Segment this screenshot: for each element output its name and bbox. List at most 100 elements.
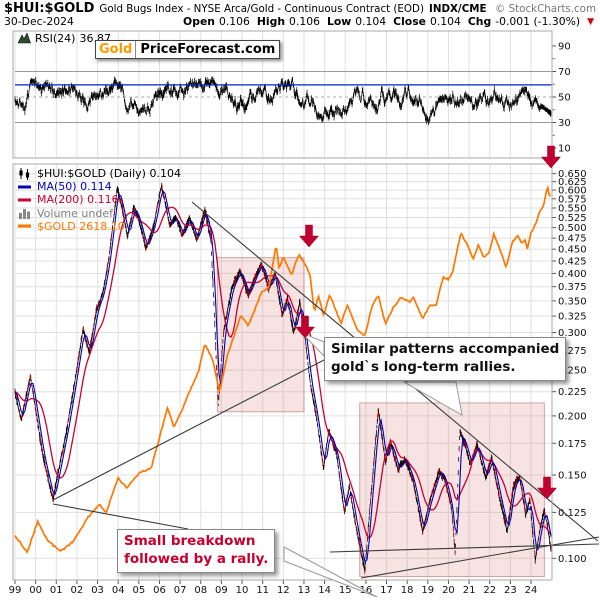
svg-text:0.400: 0.400 bbox=[558, 269, 587, 280]
svg-text:0.425: 0.425 bbox=[558, 257, 587, 268]
legend-item-ma50: MA(50) 0.114 bbox=[18, 180, 181, 193]
svg-text:10: 10 bbox=[236, 585, 249, 596]
quote-value: -0.001 (-1.30%) bbox=[495, 15, 581, 28]
svg-text:50: 50 bbox=[558, 93, 571, 104]
main-chart-legend: $HUI:$GOLD (Daily) 0.104 MA(50) 0.114 MA(2… bbox=[18, 167, 181, 233]
svg-text:0.525: 0.525 bbox=[558, 213, 587, 224]
svg-text:99: 99 bbox=[9, 585, 22, 596]
svg-text:0.550: 0.550 bbox=[558, 204, 587, 215]
svg-text:08: 08 bbox=[194, 585, 207, 596]
svg-text:0.650: 0.650 bbox=[558, 169, 587, 180]
red-down-arrow-icon bbox=[536, 476, 558, 500]
svg-text:12: 12 bbox=[277, 585, 290, 596]
quote-value: 0.104 bbox=[429, 15, 461, 28]
legend-item-ma200: MA(200) 0.116 bbox=[18, 193, 181, 206]
svg-text:19: 19 bbox=[421, 585, 434, 596]
quote-date: 30-Dec-2024 bbox=[4, 15, 74, 28]
svg-text:22: 22 bbox=[483, 585, 496, 596]
volume-bars-icon bbox=[19, 209, 30, 220]
svg-text:06: 06 bbox=[153, 585, 166, 596]
candlestick-icon bbox=[19, 167, 30, 180]
goldpriceforecast-logo[interactable]: Gold PriceForecast.com bbox=[95, 40, 281, 59]
svg-text:0.125: 0.125 bbox=[558, 508, 587, 519]
svg-text:10: 10 bbox=[558, 144, 571, 155]
line-dash-icon bbox=[18, 185, 31, 189]
svg-text:01: 01 bbox=[50, 585, 63, 596]
svg-text:03: 03 bbox=[91, 585, 104, 596]
svg-text:0.175: 0.175 bbox=[558, 439, 587, 450]
legend-item-gold: $GOLD 2618.10 bbox=[18, 220, 181, 233]
annotation-line: followed by a rally. bbox=[124, 550, 269, 567]
svg-text:18: 18 bbox=[401, 585, 414, 596]
chart-header: $HUI:$GOLD Gold Bugs Index - NYSE Arca/G… bbox=[4, 1, 596, 16]
quote-value: 0.106 bbox=[218, 15, 250, 28]
svg-text:21: 21 bbox=[463, 585, 476, 596]
svg-text:00: 00 bbox=[29, 585, 42, 596]
svg-text:0.200: 0.200 bbox=[558, 411, 587, 422]
exchange-label: INDX/CME bbox=[429, 3, 487, 15]
annotation-small-breakdown: Small breakdown followed by a rally. bbox=[117, 529, 276, 573]
svg-text:90: 90 bbox=[558, 42, 571, 53]
svg-text:11: 11 bbox=[256, 585, 269, 596]
ticker-description: Gold Bugs Index - NYSE Arca/Gold - Conti… bbox=[99, 3, 424, 15]
red-down-arrow-icon bbox=[294, 315, 316, 339]
svg-text:09: 09 bbox=[215, 585, 228, 596]
svg-text:0.475: 0.475 bbox=[558, 234, 587, 245]
quote-label: Open bbox=[183, 15, 215, 28]
svg-text:0.600: 0.600 bbox=[558, 186, 587, 197]
line-dash-icon bbox=[18, 198, 31, 202]
legend-label: MA(50) 0.114 bbox=[37, 180, 112, 194]
quote-value: 0.106 bbox=[289, 15, 320, 28]
logo-site-part: PriceForecast.com bbox=[140, 42, 276, 57]
legend-label: Volume undef bbox=[37, 206, 113, 220]
svg-text:13: 13 bbox=[298, 585, 311, 596]
quote-label: High bbox=[256, 15, 286, 28]
svg-text:05: 05 bbox=[132, 585, 145, 596]
svg-text:02: 02 bbox=[71, 585, 84, 596]
svg-text:15: 15 bbox=[339, 585, 352, 596]
legend-item-price: $HUI:$GOLD (Daily) 0.104 bbox=[18, 167, 181, 180]
svg-text:07: 07 bbox=[174, 585, 187, 596]
svg-text:0.375: 0.375 bbox=[558, 282, 587, 293]
rsi-legend: RSI(24) 36.87 bbox=[18, 32, 111, 45]
legend-item-volume: Volume undef bbox=[18, 207, 181, 220]
svg-text:0.300: 0.300 bbox=[558, 328, 587, 339]
svg-text:0.250: 0.250 bbox=[558, 366, 587, 377]
annotation-line: Similar patterns accompanied bbox=[331, 341, 560, 357]
svg-text:0.325: 0.325 bbox=[558, 312, 587, 323]
svg-text:30: 30 bbox=[558, 118, 571, 129]
svg-text:14: 14 bbox=[318, 585, 331, 596]
svg-text:0.350: 0.350 bbox=[558, 296, 587, 307]
svg-text:0.625: 0.625 bbox=[558, 177, 587, 188]
svg-text:20: 20 bbox=[442, 585, 455, 596]
legend-label: $GOLD 2618.10 bbox=[37, 219, 125, 233]
svg-text:0.500: 0.500 bbox=[558, 223, 587, 234]
svg-text:0.150: 0.150 bbox=[558, 471, 587, 482]
red-down-arrow-icon bbox=[298, 224, 320, 248]
ohlc-quote: Open 0.106 High 0.106 Low 0.104 Close 0.104 Chg -… bbox=[183, 15, 594, 28]
svg-text:0.575: 0.575 bbox=[558, 194, 587, 205]
annotation-similar-patterns: Similar patterns accompanied gold`s long… bbox=[324, 337, 567, 381]
annotation-line: gold`s long-term rallies. bbox=[331, 358, 516, 375]
svg-text:0.275: 0.275 bbox=[558, 346, 587, 357]
quote-label: Chg bbox=[467, 15, 492, 28]
svg-text:24: 24 bbox=[525, 585, 538, 596]
svg-text:23: 23 bbox=[504, 585, 517, 596]
svg-text:0.100: 0.100 bbox=[558, 554, 587, 565]
change-down-triangle-icon: ▼ bbox=[587, 17, 594, 27]
rsi-legend-label: RSI(24) bbox=[35, 32, 76, 45]
legend-label: $HUI:$GOLD (Daily) 0.104 bbox=[37, 167, 181, 181]
quote-label: Close bbox=[393, 15, 426, 28]
svg-text:70: 70 bbox=[558, 67, 571, 78]
red-down-arrow-icon bbox=[540, 145, 562, 169]
quote-bar: 30-Dec-2024 Open 0.106 High 0.106 Low 0.104 Cl… bbox=[4, 15, 594, 28]
line-dash-icon bbox=[18, 224, 31, 228]
svg-text:0.450: 0.450 bbox=[558, 245, 587, 256]
legend-label: MA(200) 0.116 bbox=[37, 193, 119, 207]
logo-gold-part: Gold bbox=[96, 41, 137, 58]
quote-label: Low bbox=[326, 15, 352, 28]
quote-value: 0.104 bbox=[355, 15, 387, 28]
stockcharts-credit-link[interactable]: © StockCharts.com bbox=[495, 3, 596, 15]
